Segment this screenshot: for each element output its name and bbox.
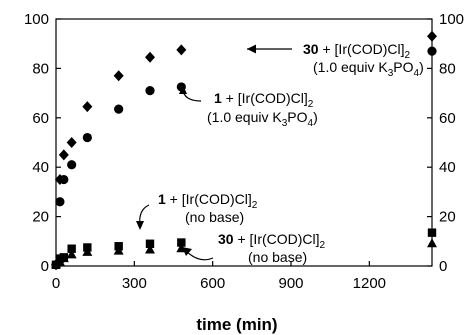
annotation-label: 30 + [Ir(COD)Cl]2 bbox=[303, 41, 411, 61]
axes bbox=[55, 18, 433, 267]
data-point-triangle bbox=[51, 259, 61, 269]
data-point-triangle bbox=[145, 244, 155, 254]
data-point-circle bbox=[67, 160, 77, 170]
data-point-diamond bbox=[176, 44, 187, 56]
annotation-arrowhead bbox=[136, 221, 144, 230]
x-axis-title: time (min) bbox=[196, 315, 277, 334]
annotation-text: ) bbox=[419, 59, 424, 75]
x-tick-label: 600 bbox=[200, 275, 225, 292]
annotation-text: + [Ir(COD)Cl] bbox=[234, 231, 320, 247]
y-tick-label: 0 bbox=[41, 258, 49, 275]
data-point-triangle bbox=[427, 238, 437, 248]
annotation-condition: (1.0 equiv K3PO4) bbox=[207, 109, 318, 129]
right-y-tick-label: 20 bbox=[439, 209, 456, 226]
annotation-arrow bbox=[182, 87, 202, 102]
annotation-subscript: 4 bbox=[308, 118, 314, 129]
annotation-subscript: 2 bbox=[320, 240, 326, 251]
right-y-tick-label: 40 bbox=[439, 159, 456, 176]
y-tick-label: 60 bbox=[32, 110, 49, 127]
annotation-arrowhead bbox=[179, 85, 187, 94]
x-tick-label: 1200 bbox=[353, 275, 386, 292]
data-point-circle bbox=[59, 174, 69, 185]
compound-number: 1 bbox=[158, 191, 166, 207]
data-point-diamond bbox=[113, 70, 124, 82]
annotation-label: 1 + [Ir(COD)Cl]2 bbox=[214, 90, 314, 110]
annotation-30-k3po4: 30 + [Ir(COD)Cl]2 (1.0 equiv K3PO4) bbox=[247, 41, 424, 79]
annotation-30-no-base: 30 + [Ir(COD)Cl]2 (no base) bbox=[182, 231, 326, 265]
annotation-text: ) bbox=[313, 109, 318, 125]
right-y-tick-label: 100 bbox=[439, 11, 464, 28]
annotation-subscript: 2 bbox=[405, 50, 411, 61]
compound-number: 30 bbox=[218, 231, 234, 247]
data-point-triangle bbox=[82, 246, 93, 256]
annotation-text: (1.0 equiv K bbox=[313, 59, 388, 75]
annotation-condition: (1.0 equiv K3PO4) bbox=[313, 59, 424, 79]
annotation-subscript: 4 bbox=[414, 68, 420, 79]
data-point-diamond bbox=[145, 51, 155, 63]
annotation-text: + [Ir(COD)Cl] bbox=[319, 41, 405, 57]
annotation-1-k3po4: 1 + [Ir(COD)Cl]2 (1.0 equiv K3PO4) bbox=[179, 85, 318, 129]
annotation-subscript: 3 bbox=[282, 118, 288, 129]
data-point-square bbox=[427, 228, 437, 237]
annotation-text: (1.0 equiv K bbox=[207, 109, 282, 125]
annotation-label: 30 + [Ir(COD)Cl]2 bbox=[218, 231, 326, 251]
data-point-diamond bbox=[82, 101, 93, 113]
annotation-arrowhead bbox=[182, 247, 192, 256]
y-tick-label: 100 bbox=[24, 11, 49, 28]
y-tick-label: 20 bbox=[32, 209, 49, 226]
data-point-circle bbox=[427, 46, 437, 56]
annotation-condition: (no base) bbox=[185, 209, 244, 225]
data-point-circle bbox=[114, 104, 124, 114]
annotation-1-no-base: 1 + [Ir(COD)Cl]2 (no base) bbox=[136, 191, 258, 230]
right-y-tick-label: 60 bbox=[439, 110, 456, 127]
compound-number: 1 bbox=[214, 90, 222, 106]
data-point-triangle bbox=[58, 253, 69, 263]
data-point-circle bbox=[82, 132, 92, 143]
data-point-circle bbox=[145, 86, 155, 96]
x-tick-label: 0 bbox=[52, 275, 60, 292]
annotation-text: + [Ir(COD)Cl] bbox=[166, 191, 252, 207]
annotation-subscript: 3 bbox=[388, 68, 394, 79]
compound-number: 30 bbox=[303, 41, 319, 57]
annotation-text: PO bbox=[393, 59, 413, 75]
data-point-square bbox=[67, 244, 76, 253]
data-point-square bbox=[177, 238, 186, 247]
data-point-diamond bbox=[427, 30, 437, 42]
annotation-text: + [Ir(COD)Cl] bbox=[222, 90, 308, 106]
x-tick-label: 300 bbox=[122, 275, 147, 292]
data-point-square bbox=[145, 239, 155, 248]
annotation-text: PO bbox=[287, 109, 307, 125]
annotation-condition: (no base) bbox=[248, 249, 307, 265]
annotation-arrowhead bbox=[247, 44, 256, 54]
data-point-diamond bbox=[66, 137, 77, 148]
y-tick-label: 80 bbox=[32, 60, 49, 77]
x-tick-label: 900 bbox=[278, 275, 303, 292]
annotation-label: 1 + [Ir(COD)Cl]2 bbox=[158, 191, 258, 211]
data-point-diamond bbox=[58, 149, 69, 161]
plot-frame bbox=[55, 18, 433, 267]
right-y-tick-label: 80 bbox=[439, 60, 456, 77]
y-tick-label: 40 bbox=[32, 159, 49, 176]
data-point-circle bbox=[55, 197, 65, 207]
data-point-triangle bbox=[113, 245, 124, 255]
right-y-tick-label: 0 bbox=[439, 258, 447, 275]
annotation-subscript: 2 bbox=[252, 200, 258, 211]
data-point-triangle bbox=[66, 249, 77, 259]
annotation-subscript: 2 bbox=[308, 99, 314, 110]
